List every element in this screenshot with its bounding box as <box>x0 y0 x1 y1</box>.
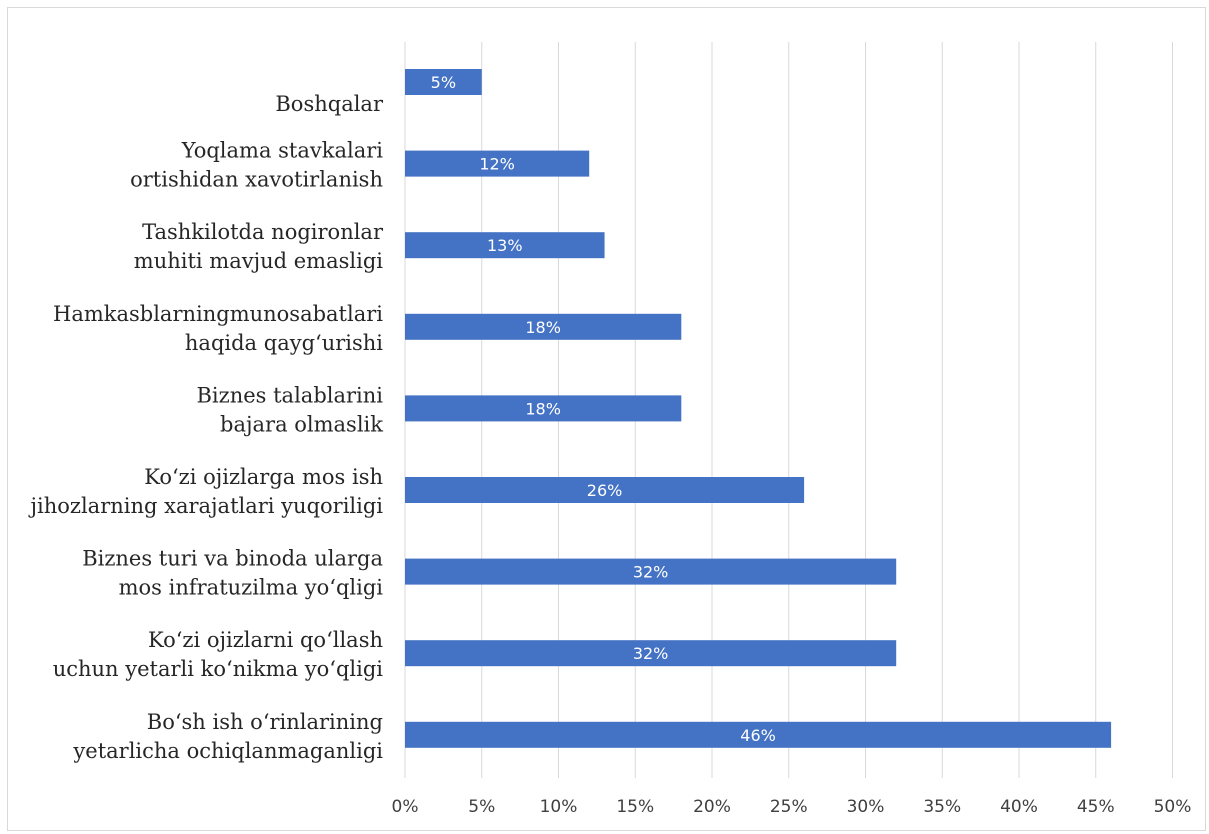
bar <box>405 313 682 340</box>
category-label: Bo‘sh ish o‘rinlarining <box>147 710 383 734</box>
bar <box>405 232 605 259</box>
category-label: Tashkilotda nogironlar <box>142 220 384 244</box>
bar-data-label: 18% <box>525 318 561 337</box>
x-tick-label: 40% <box>1000 797 1038 817</box>
category-label: Biznes talablarini <box>197 383 384 407</box>
x-tick-label: 25% <box>770 797 808 817</box>
category-label: haqida qayg‘urishi <box>185 331 383 355</box>
category-label: uchun yetarli ko‘nikma yo‘qligi <box>53 657 384 681</box>
bar <box>405 721 1112 748</box>
x-tick-label: 5% <box>468 797 495 817</box>
x-axis-ticks: 0% 5% 10% 15% 20% 25% 30% 35% 40% 45% 50% <box>392 797 1192 817</box>
x-tick-label: 10% <box>540 797 578 817</box>
category-label: jihozlarning xarajatlari yuqoriligi <box>28 494 384 518</box>
category-labels: Boshqalar Yoqlama stavkalari ortishidan xa… <box>28 92 384 763</box>
x-tick-label: 0% <box>392 797 419 817</box>
bar-data-label: 18% <box>525 399 561 418</box>
bar <box>405 150 590 177</box>
category-label: Biznes turi va binoda ularga <box>82 547 383 571</box>
bar-data-label: 12% <box>479 155 515 174</box>
bar-data-label: 13% <box>487 236 523 255</box>
category-label: Hamkasblarningmunosabatlari <box>53 302 383 326</box>
category-label: Boshqalar <box>275 92 384 116</box>
bar <box>405 395 682 422</box>
category-label: ortishidan xavotirlanish <box>130 168 383 192</box>
x-tick-label: 35% <box>923 797 961 817</box>
bar-data-label: 32% <box>633 563 669 582</box>
category-label: mos infratuzilma yo‘qligi <box>119 576 384 600</box>
bar-data-label: 5% <box>431 73 456 92</box>
bar <box>405 640 897 667</box>
bar-data-label: 32% <box>633 644 669 663</box>
bars: 5% 12% 13% 18% 18% 26% 32% 32% 46% <box>405 69 1112 748</box>
x-tick-label: 15% <box>616 797 654 817</box>
x-tick-label: 50% <box>1154 797 1192 817</box>
bar <box>405 69 482 95</box>
x-tick-label: 45% <box>1077 797 1115 817</box>
bar-data-label: 46% <box>740 726 776 745</box>
category-label: Ko‘zi ojizlarni qo‘llash <box>148 628 383 652</box>
bar-data-label: 26% <box>587 481 623 500</box>
category-label: Yoqlama stavkalari <box>181 139 384 163</box>
category-label: muhiti mavjud emasligi <box>134 249 383 273</box>
x-tick-label: 20% <box>693 797 731 817</box>
category-label: Ko‘zi ojizlarga mos ish <box>144 465 383 489</box>
bar <box>405 477 805 503</box>
category-label: bajara olmaslik <box>220 412 383 436</box>
x-tick-label: 30% <box>847 797 885 817</box>
bar <box>405 558 897 585</box>
category-label: yetarlicha ochiqlanmaganligi <box>72 739 383 763</box>
